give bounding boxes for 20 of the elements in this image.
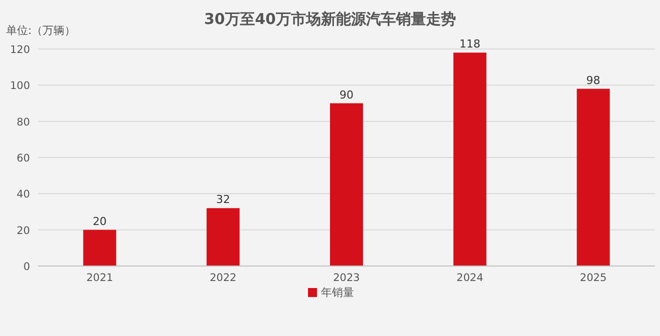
chart-title: 30万至40万市场新能源汽车销量走势 [204,10,456,28]
y-axis-title: 单位:（万辆） [6,24,76,37]
x-tick-label: 2023 [333,272,360,284]
y-tick-label: 60 [16,152,30,164]
legend-label: 年销量 [321,286,354,299]
y-tick-label: 0 [23,261,30,273]
x-tick-label: 2024 [456,272,484,284]
x-tick-label: 2022 [210,272,236,284]
data-label: 98 [586,74,600,87]
y-tick-label: 40 [16,188,30,201]
y-tick-label: 20 [16,224,30,237]
data-label: 32 [216,193,230,206]
y-tick-label: 80 [16,116,30,128]
x-tick-label: 2021 [86,272,114,284]
y-tick-label: 100 [10,80,30,92]
data-label: 90 [340,88,354,102]
data-label: 118 [459,38,480,51]
x-tick-label: 2025 [580,272,607,284]
data-label: 20 [92,214,107,228]
y-tick-label: 120 [10,44,30,56]
